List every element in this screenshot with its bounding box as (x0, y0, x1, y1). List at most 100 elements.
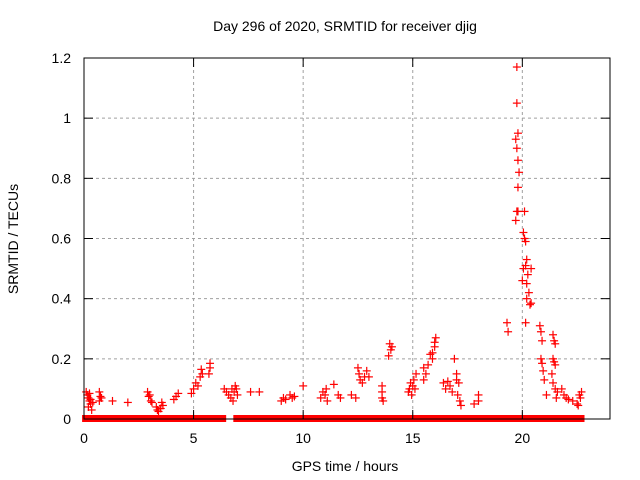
data-point (144, 392, 153, 401)
data-point (518, 276, 527, 285)
data-point (513, 156, 522, 165)
data-point (439, 378, 448, 387)
x-axis-label: GPS time / hours (292, 458, 399, 474)
data-point (412, 369, 421, 378)
data-point (431, 333, 440, 342)
data-point (513, 129, 522, 138)
data-point (419, 375, 428, 384)
data-point (87, 405, 96, 414)
data-point (568, 396, 577, 405)
data-point (85, 389, 94, 398)
data-point (147, 398, 156, 407)
y-axis-label: SRMTID / TECUs (5, 184, 21, 294)
data-point (145, 390, 154, 399)
data-point (407, 390, 416, 399)
data-point (513, 183, 522, 192)
data-point (426, 350, 435, 359)
data-point (174, 389, 183, 398)
data-point (455, 396, 464, 405)
data-point (153, 405, 162, 414)
data-point (347, 390, 356, 399)
data-point (454, 378, 463, 387)
data-point (538, 336, 547, 345)
data-point (108, 396, 117, 405)
data-point (95, 387, 104, 396)
data-point (448, 387, 457, 396)
x-tick-labels: 0 5 10 15 20 (80, 430, 530, 446)
data-point (520, 207, 529, 216)
data-point (552, 393, 561, 402)
data-point (576, 393, 585, 402)
data-point (351, 393, 360, 402)
data-point (524, 288, 533, 297)
data-point (512, 63, 521, 72)
data-point (358, 378, 367, 387)
data-point (553, 387, 562, 396)
data-point (299, 381, 308, 390)
data-point (522, 255, 531, 264)
y-tick-labels: 0 0.2 0.4 0.6 0.8 1 1.2 (52, 50, 72, 427)
data-point (233, 390, 242, 399)
data-point (542, 390, 551, 399)
data-point (577, 387, 586, 396)
x-tick-label: 10 (295, 430, 311, 446)
y-tick-label: 1.2 (52, 50, 72, 66)
data-point (336, 393, 345, 402)
data-point (146, 396, 155, 405)
data-point (329, 380, 338, 389)
data-point (564, 395, 573, 404)
data-point (470, 399, 479, 408)
data-point (540, 375, 549, 384)
data-point (430, 338, 439, 347)
data-point (232, 384, 241, 393)
data-point (511, 135, 520, 144)
data-point (322, 384, 331, 393)
y-tick-label: 0.6 (52, 231, 72, 247)
data-point (379, 396, 388, 405)
data-point (536, 327, 545, 336)
data-point (409, 375, 418, 384)
data-point (521, 318, 530, 327)
data-point (157, 398, 166, 407)
data-point (410, 384, 419, 393)
data-point (364, 372, 373, 381)
data-point (321, 390, 330, 399)
data-point (511, 216, 520, 225)
axis-ticks (83, 57, 610, 420)
data-point (519, 264, 528, 273)
data-point (527, 264, 536, 273)
data-point (551, 339, 560, 348)
data-point (387, 342, 396, 351)
data-point (522, 294, 531, 303)
data-point (97, 393, 106, 402)
data-point (384, 351, 393, 360)
data-point (512, 144, 521, 153)
data-point (96, 392, 105, 401)
data-point (204, 369, 213, 378)
data-point (538, 359, 547, 368)
data-point (547, 369, 556, 378)
data-point (549, 330, 558, 339)
data-point (536, 354, 545, 363)
data-point (527, 299, 536, 308)
data-point (512, 99, 521, 108)
data-point (362, 366, 371, 375)
data-point (526, 300, 535, 309)
data-point (316, 393, 325, 402)
data-point (281, 395, 290, 404)
data-point (290, 392, 299, 401)
data-point (428, 354, 437, 363)
data-point (255, 387, 264, 396)
y-tick-label: 0.4 (52, 291, 72, 307)
chart-title: Day 296 of 2020, SRMTID for receiver dji… (213, 18, 477, 34)
data-point (474, 390, 483, 399)
data-point (549, 378, 558, 387)
data-point (456, 401, 465, 410)
data-point (443, 377, 452, 386)
data-point (419, 363, 428, 372)
data-point (193, 381, 202, 390)
x-tick-label: 20 (515, 430, 531, 446)
data-point (450, 354, 459, 363)
x-tick-label: 0 (80, 430, 88, 446)
